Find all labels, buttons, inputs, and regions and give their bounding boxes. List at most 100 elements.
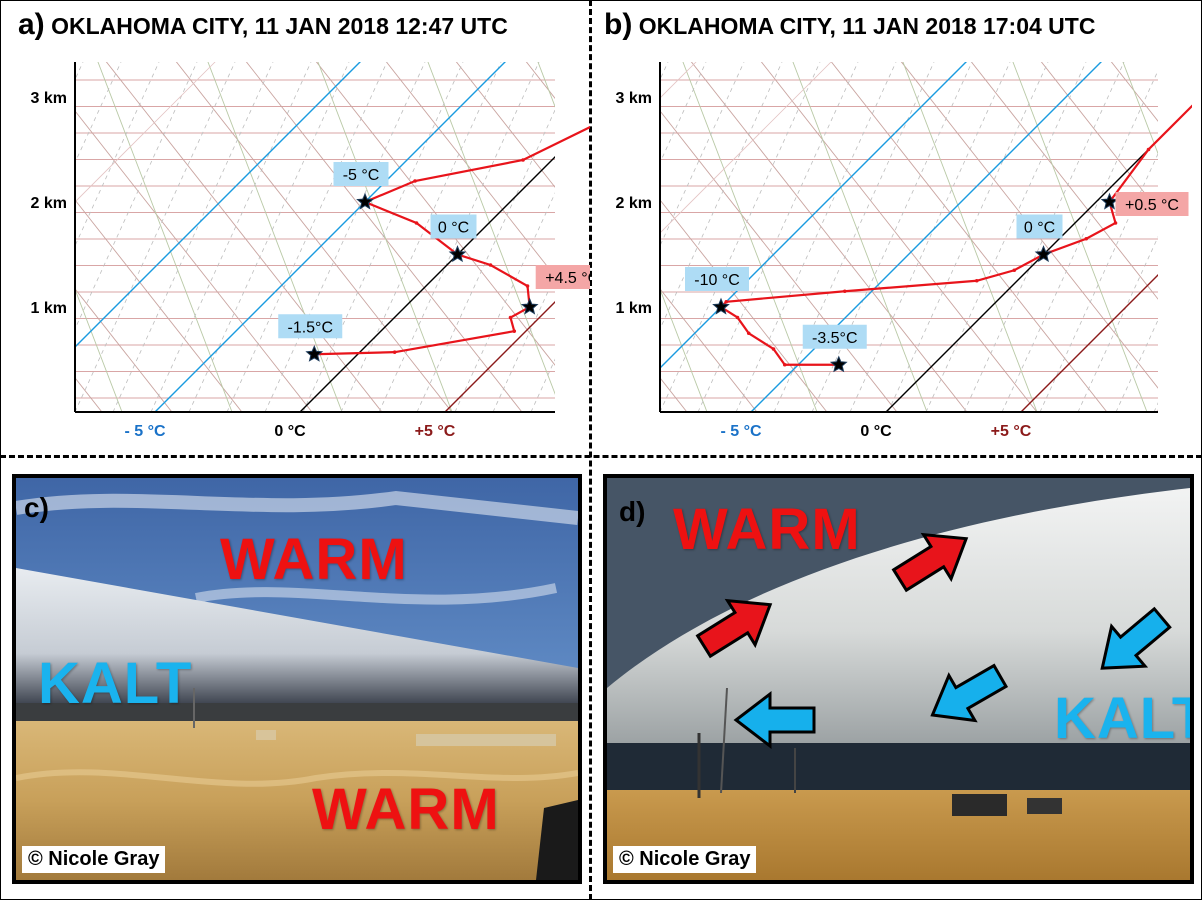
profile-point [512, 329, 517, 333]
isotherm-minus10 [75, 62, 361, 348]
moist-adiabat [537, 62, 555, 108]
moist-adiabat [75, 287, 123, 412]
y-tick-label: 1 km [616, 300, 652, 317]
annotation-label: -10 °C [694, 272, 740, 289]
moist-adiabat [792, 62, 928, 412]
mixing-ratio-line [264, 62, 426, 412]
x-tick-label: 0 °C [860, 423, 892, 440]
photo-d-image [607, 478, 1190, 880]
mixing-ratio-line [150, 62, 312, 412]
x-tick-label: - 5 °C [720, 423, 762, 440]
photo-d: d) WARM KALT © Nicole Gray [603, 474, 1194, 884]
mixing-ratio-line [592, 62, 630, 412]
y-tick-label: 1 km [31, 300, 67, 317]
profile-point [735, 315, 740, 320]
dry-adiabat [245, 62, 523, 412]
profile-point [488, 263, 493, 267]
horizontal-divider [0, 455, 1202, 458]
isotherm-zero [299, 156, 555, 412]
isotherm-plus5 [1020, 274, 1158, 412]
photo-c: c) WARM KALT WARM © Nicole Gray [12, 474, 582, 884]
annotation-label: -1.5°C [287, 319, 333, 336]
warm-arrow [891, 532, 969, 593]
isotherm-minus5 [750, 62, 1102, 412]
dry-adiabat [315, 62, 555, 366]
temperature-profile [314, 125, 590, 356]
mixing-ratio-line [75, 62, 198, 330]
cold-star-marker [305, 345, 324, 362]
profile-point [521, 158, 525, 162]
annotation-label: 0 °C [438, 220, 469, 237]
cold-arrow [1100, 606, 1172, 670]
mixing-ratio-line [188, 62, 350, 412]
panel-b-title-text: OKLAHOMA CITY, 11 JAN 2018 17:04 UTC [638, 13, 1096, 39]
panel-c-warm-top: WARM [220, 527, 408, 592]
plot-area [592, 2, 1158, 455]
mixing-ratio-line [849, 62, 1011, 412]
moist-adiabat [317, 62, 453, 412]
panel-b-title: b) OKLAHOMA CITY, 11 JAN 2018 17:04 UTC [604, 8, 1095, 42]
profile-point [1146, 147, 1151, 152]
isotherm-light [660, 62, 697, 99]
annotation-label: +0.5 °C [1125, 197, 1179, 214]
dry-adiabat [0, 22, 65, 455]
dry-adiabat [900, 62, 1158, 389]
profile-point [1084, 236, 1089, 241]
cold-star-marker [448, 245, 467, 263]
sounding-chart-b: 1 km 2 km 3 km - 5 °C 0 °C +5 °C -10 °C -3.5°C 0… [592, 2, 1192, 455]
x-tick-label: 0 °C [274, 423, 306, 440]
vertical-divider [589, 0, 592, 900]
mixing-ratio-line [569, 62, 590, 412]
y-tick-label: 2 km [616, 195, 652, 212]
mixing-ratio-line [697, 62, 859, 412]
annotation-label: +4.5 °C [545, 270, 590, 287]
profile-point [1012, 268, 1017, 273]
profile-point [414, 221, 419, 225]
mixing-ratio-line [75, 62, 236, 412]
panel-d-warm: WARM [673, 497, 861, 562]
isotherm-light [75, 62, 216, 203]
cold-arrow [733, 690, 816, 750]
cold-star-marker [712, 297, 730, 315]
y-tick-label: 3 km [616, 90, 652, 107]
x-tick-label: - 5 °C [124, 423, 166, 440]
annotation-label-bg [430, 214, 477, 239]
dry-adiabat [690, 62, 968, 412]
isotherm-plus5 [444, 301, 555, 412]
panel-c-credit: © Nicole Gray [22, 846, 166, 873]
cold-star-marker [356, 192, 374, 210]
y-tick-label: 3 km [31, 90, 67, 107]
profile-point [508, 315, 513, 320]
profile-point [525, 284, 530, 288]
dry-adiabat [75, 199, 243, 412]
plot-area [0, 22, 590, 455]
moist-adiabat [682, 62, 818, 412]
warm-star-marker [1100, 192, 1119, 210]
profile-point [842, 289, 847, 294]
annotation-label-bg [802, 324, 867, 349]
mixing-ratio-line [887, 62, 1049, 412]
moist-adiabat [427, 62, 555, 395]
dry-adiabat [385, 62, 555, 277]
isotherm-light [660, 62, 832, 234]
dry-adiabat [660, 288, 758, 412]
cold-arrow [930, 663, 1009, 723]
mixing-ratio-line [530, 358, 555, 412]
profile-point [724, 299, 729, 304]
profile-point [1113, 221, 1118, 225]
moist-adiabat [592, 2, 620, 455]
cold-star-marker [829, 355, 848, 373]
panel-c-letter: c) [24, 492, 49, 523]
isotherm-minus10 [660, 62, 967, 369]
moist-adiabat [660, 287, 708, 412]
annotation-label-bg [278, 314, 343, 339]
mixing-ratio-line [660, 62, 783, 330]
temperature-profile [719, 104, 1192, 366]
mixing-ratio-line [1115, 319, 1158, 412]
mixing-ratio-line [811, 62, 973, 412]
mixing-ratio-line [660, 62, 669, 81]
panel-a-title: a) OKLAHOMA CITY, 11 JAN 2018 12:47 UTC [18, 8, 508, 42]
dry-adiabat [1040, 62, 1158, 211]
panel-c-warm-bottom: WARM [312, 777, 500, 842]
profile-point [413, 179, 417, 183]
